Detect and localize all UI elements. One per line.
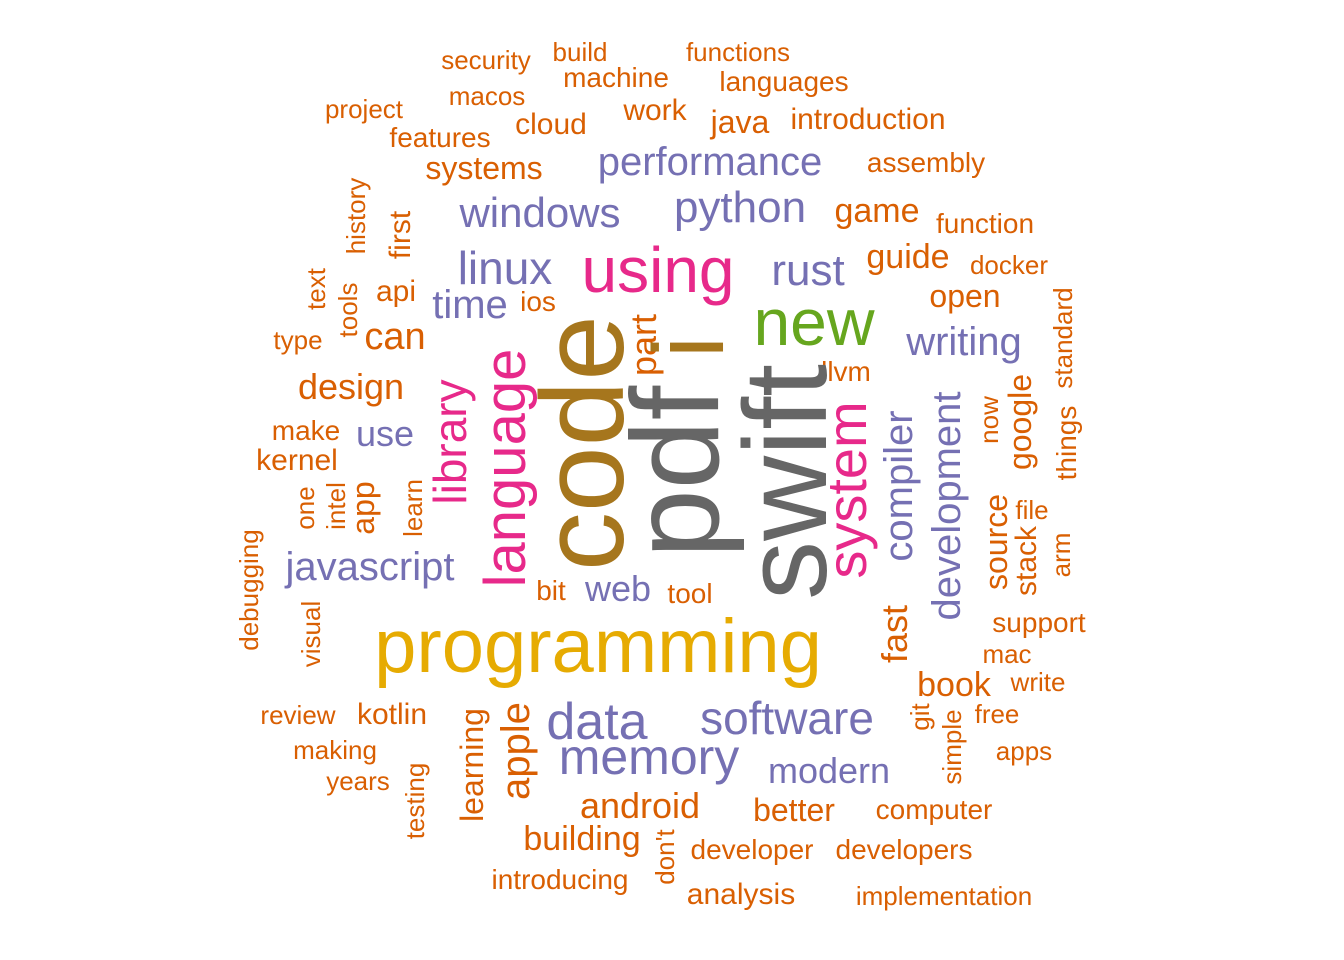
word-years: years (326, 766, 390, 796)
word-performance: performance (597, 140, 823, 184)
word-new: new (753, 285, 875, 359)
word-write: write (1010, 667, 1066, 697)
word-javascript: javascript (285, 545, 455, 589)
word-visual: visual (296, 600, 326, 668)
word-java: java (710, 104, 770, 140)
word-apple: apple (494, 702, 538, 800)
word-modern: modern (767, 750, 891, 791)
word-android: android (579, 785, 701, 826)
word-free: free (974, 699, 1020, 729)
word-review: review (260, 700, 336, 730)
word-features: features (389, 122, 491, 153)
word-ios: ios (520, 286, 556, 317)
word-type: type (273, 325, 323, 355)
word-learning: learning (454, 708, 490, 822)
word-game: game (834, 192, 920, 230)
word-kotlin: kotlin (356, 698, 428, 731)
word-time: time (432, 283, 508, 327)
word-standard: standard (1048, 287, 1078, 389)
word-systems: systems (425, 150, 543, 186)
word-cloud: cloud (515, 108, 587, 141)
word-testing: testing (400, 762, 430, 840)
word-work: work (623, 94, 687, 127)
word-llvm: llvm (821, 356, 871, 387)
word-computer: computer (875, 794, 993, 825)
word-developer: developer (690, 834, 814, 865)
word-making: making (293, 735, 377, 765)
word-tool: tool (667, 578, 713, 609)
word-make: make (271, 415, 341, 446)
word-stack: stack (1010, 525, 1043, 597)
word-i: i (633, 335, 745, 359)
word-software: software (700, 692, 874, 744)
word-app: app (345, 481, 381, 535)
word-linux: linux (457, 242, 553, 294)
word-programming: programming (374, 604, 822, 689)
word-languages: languages (719, 66, 849, 97)
word-history: history (341, 177, 371, 255)
word-bit: bit (536, 575, 566, 606)
word-implementation: implementation (855, 881, 1033, 911)
word-use: use (355, 413, 415, 454)
word-now: now (974, 396, 1004, 444)
word-project: project (324, 94, 404, 124)
word-better: better (753, 792, 835, 828)
word-function: function (935, 208, 1035, 239)
word-memory: memory (558, 729, 740, 785)
word-language: language (473, 348, 538, 588)
word-windows: windows (459, 189, 621, 236)
word-tools: tools (333, 282, 363, 338)
word-docker: docker (969, 250, 1049, 280)
word-kernel: kernel (256, 444, 338, 477)
word-functions: functions (685, 37, 791, 67)
word-macos: macos (448, 81, 526, 111)
word-build: build (552, 37, 608, 67)
word-api: api (375, 275, 417, 308)
word-assembly: assembly (866, 147, 986, 178)
word-open: open (929, 278, 1001, 314)
word-developers: developers (835, 834, 973, 865)
word-using: using (581, 234, 735, 306)
word-development: development (925, 391, 969, 621)
word-one: one (290, 486, 320, 530)
word-mac: mac (982, 639, 1032, 669)
word-apps: apps (995, 736, 1053, 766)
word-text: text (301, 268, 331, 310)
word-web: web (584, 568, 652, 609)
word-first: first (384, 210, 417, 260)
word-debugging: debugging (234, 529, 264, 651)
word-python: python (673, 183, 807, 232)
word-design: design (297, 366, 405, 407)
word-things: things (1051, 405, 1082, 481)
word-compiler: compiler (877, 410, 921, 562)
word-machine: machine (563, 62, 669, 93)
word-google: google (1002, 373, 1038, 471)
word-can: can (364, 316, 426, 358)
word-book: book (917, 666, 991, 704)
word-support: support (992, 607, 1086, 638)
word-guide: guide (866, 238, 950, 276)
word-don-t: don't (650, 829, 680, 885)
word-security: security (441, 45, 531, 75)
word-git: git (905, 703, 935, 731)
word-arm: arm (1046, 532, 1076, 578)
word-source: source (978, 493, 1014, 591)
word-introduction: introduction (790, 103, 946, 136)
word-introducing: introducing (491, 864, 629, 895)
word-rust: rust (771, 246, 845, 295)
word-writing: writing (906, 320, 1022, 364)
word-system: system (815, 401, 878, 579)
word-building: building (523, 820, 641, 858)
word-learn: learn (398, 479, 428, 537)
word-fast: fast (874, 604, 915, 664)
word-data: data (546, 693, 648, 751)
word-simple: simple (937, 709, 967, 785)
word-analysis: analysis (686, 878, 796, 911)
word-library: library (424, 379, 476, 505)
word-file: file (1015, 495, 1049, 525)
